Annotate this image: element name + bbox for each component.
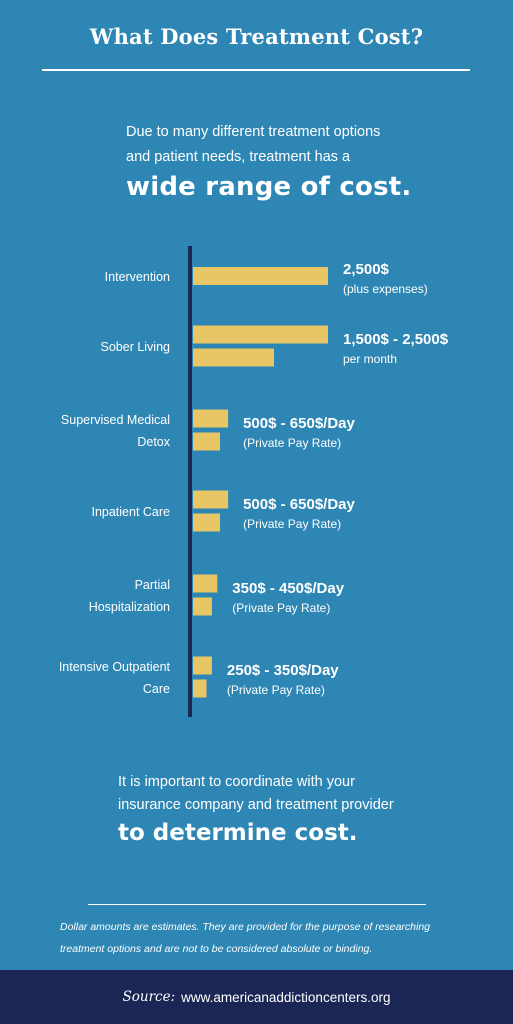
bar-3-1 bbox=[193, 513, 220, 532]
disclaimer-line-2: treatment options and are not to be cons… bbox=[60, 943, 373, 955]
bar-0-0 bbox=[193, 267, 328, 285]
category-label-1-0: Sober Living bbox=[101, 340, 171, 354]
intro-line-2: and patient needs, treatment has a bbox=[126, 149, 351, 165]
disclaimer-line-1: Dollar amounts are estimates. They are p… bbox=[60, 921, 431, 933]
value-label-0: 2,500$ bbox=[343, 261, 390, 278]
bar-2-0 bbox=[193, 409, 229, 428]
value-label-4: 350$ - 450$/Day bbox=[232, 580, 344, 597]
bar-5-0 bbox=[193, 656, 212, 675]
source-link[interactable]: www.americanaddictioncenters.org bbox=[181, 989, 391, 1005]
value-label-2: 500$ - 650$/Day bbox=[243, 415, 355, 432]
bar-2-1 bbox=[193, 432, 220, 451]
value-note-0: (plus expenses) bbox=[343, 282, 428, 296]
intro-line-1: Due to many different treatment options bbox=[126, 124, 381, 140]
value-label-5: 250$ - 350$/Day bbox=[227, 662, 339, 679]
value-label-3: 500$ - 650$/Day bbox=[243, 496, 355, 513]
bar-1-1 bbox=[193, 348, 274, 367]
source-label: Source: bbox=[122, 989, 176, 1005]
bar-3-0 bbox=[193, 490, 229, 509]
category-label-2-1: Detox bbox=[137, 435, 170, 449]
intro-emphasis: wide range of cost. bbox=[126, 172, 412, 202]
value-note-2: (Private Pay Rate) bbox=[243, 436, 341, 450]
source-bar: Source: www.americanaddictioncenters.org bbox=[0, 970, 513, 1024]
bar-4-1 bbox=[193, 597, 212, 616]
category-label-5-1: Care bbox=[143, 682, 170, 696]
category-label-5-0: Intensive Outpatient bbox=[59, 660, 171, 674]
outro-line-1: It is important to coordinate with your bbox=[118, 774, 355, 790]
value-label-1: 1,500$ - 2,500$ bbox=[343, 331, 449, 348]
page-title: What Does Treatment Cost? bbox=[89, 24, 424, 49]
value-note-4: (Private Pay Rate) bbox=[232, 601, 330, 615]
category-label-0-0: Intervention bbox=[105, 270, 170, 284]
bar-5-1 bbox=[193, 679, 207, 698]
category-label-3-0: Inpatient Care bbox=[91, 505, 170, 519]
footer-divider bbox=[88, 904, 426, 905]
category-label-2-0: Supervised Medical bbox=[61, 413, 170, 427]
bar-4-0 bbox=[193, 574, 218, 593]
value-note-1: per month bbox=[343, 352, 397, 366]
title-divider bbox=[42, 69, 470, 71]
outro-line-2: insurance company and treatment provider bbox=[118, 797, 394, 813]
category-label-4-1: Hospitalization bbox=[89, 600, 170, 614]
cost-bar-chart: Intervention 2,500$ (plus expenses) Sober L… bbox=[59, 246, 449, 717]
category-label-4-0: Partial bbox=[135, 578, 170, 592]
bar-1-0 bbox=[193, 325, 328, 344]
value-note-3: (Private Pay Rate) bbox=[243, 517, 341, 531]
value-note-5: (Private Pay Rate) bbox=[227, 683, 325, 697]
outro-emphasis: to determine cost. bbox=[118, 820, 358, 846]
